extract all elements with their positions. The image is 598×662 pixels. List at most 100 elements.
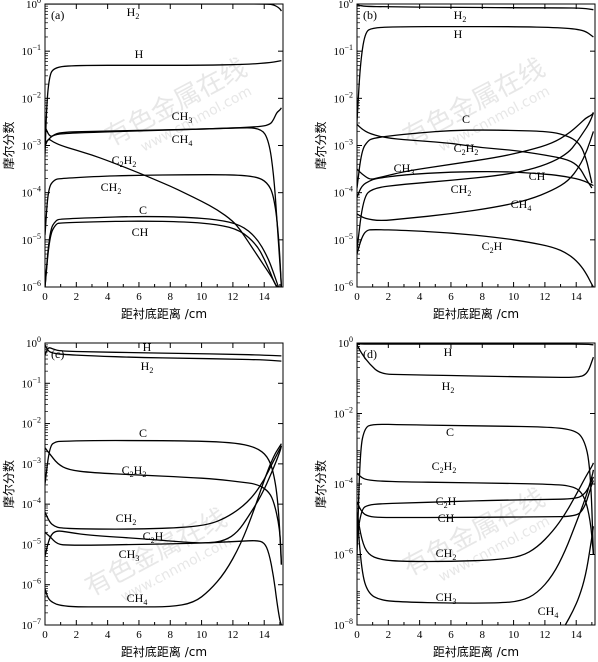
series-line-ch4 <box>45 127 283 287</box>
series-label-ch2: CH2 <box>451 182 472 198</box>
series-label-ch3: CH3 <box>394 161 415 177</box>
x-tick-label: 8 <box>168 291 174 303</box>
series-line-ch4 <box>45 443 282 608</box>
x-tick-label: 0 <box>42 291 48 303</box>
x-tick-label: 4 <box>105 291 111 303</box>
series-label-ch2: CH2 <box>116 511 137 527</box>
x-tick-label: 12 <box>227 629 238 641</box>
y-tick-label: 10−3 <box>21 138 41 153</box>
series-line-h <box>357 343 594 346</box>
series-label-c2h: C2H <box>482 239 503 255</box>
y-axis-label: 摩尔分数 <box>1 121 16 169</box>
y-tick-label: 10−4 <box>333 476 353 491</box>
series-line-ch4 <box>564 526 595 625</box>
y-tick-label: 10−2 <box>21 90 41 105</box>
series-line-c2h <box>357 229 594 287</box>
series-label-h: H <box>454 27 463 41</box>
series-label-ch3: CH3 <box>436 590 457 606</box>
panel-c: 0 2 4 6 8 10 12 14 100 10−1 10−2 10−3 10−4 10−5 10−6 10… <box>1 335 284 659</box>
series-line-ch2 <box>357 112 595 250</box>
series-line-h2 <box>45 344 282 362</box>
panel-label: (d) <box>363 347 377 361</box>
x-tick-label: 6 <box>448 291 454 303</box>
series-line-ch3 <box>357 112 594 180</box>
series-label-ch2: CH2 <box>101 180 122 196</box>
x-tick-label: 10 <box>196 629 208 641</box>
series-label-ch4: CH4 <box>511 197 532 213</box>
x-tick-label: 14 <box>571 291 583 303</box>
x-tick-label: 14 <box>259 629 271 641</box>
series-line-ch <box>357 480 595 519</box>
x-tick-label: 6 <box>136 291 142 303</box>
series-label-ch3: CH3 <box>119 547 140 563</box>
x-tick-label: 10 <box>508 291 520 303</box>
series-label-c2h2: C2H2 <box>122 463 147 479</box>
y-tick-label: 10−1 <box>333 43 353 58</box>
series-label-ch2: CH2 <box>436 546 457 562</box>
y-tick-label: 10−2 <box>333 90 353 105</box>
y-tick-label: 10−4 <box>333 185 353 200</box>
series-line-c2h2 <box>45 138 278 287</box>
series-label-c2h2: C2H2 <box>112 153 137 169</box>
series-line-h2 <box>45 4 282 12</box>
y-tick-label: 10−8 <box>333 617 353 632</box>
panel-d: 0 2 4 6 8 10 12 14 100 10−2 10−4 10−6 10−8 距衬底距离 /cm 摩… <box>313 335 596 659</box>
series-label-c2h: C2H <box>143 529 164 545</box>
y-axis-label: 摩尔分数 <box>313 121 328 169</box>
series-line-c2h2 <box>45 447 283 565</box>
series-line-ch4 <box>357 131 595 222</box>
series-label-ch4: CH4 <box>172 132 193 148</box>
y-tick-label: 10−3 <box>333 138 353 153</box>
x-axis-label: 距衬底距离 /cm <box>433 644 519 659</box>
series-line-c2h <box>357 476 595 538</box>
x-tick-label: 2 <box>386 629 392 641</box>
series-label-ch: CH <box>529 169 546 183</box>
x-tick-label: 0 <box>354 291 360 303</box>
series-line-h <box>357 25 594 122</box>
y-axis-label: 摩尔分数 <box>313 460 328 508</box>
y-tick-label: 10−5 <box>333 232 353 247</box>
x-tick-label: 6 <box>448 629 454 641</box>
series-label-c2h2: C2H2 <box>432 459 457 475</box>
x-tick-label: 6 <box>136 629 142 641</box>
series-label-ch4: CH4 <box>538 604 559 620</box>
y-tick-label: 10−2 <box>333 406 353 421</box>
y-axis-label: 摩尔分数 <box>1 460 16 508</box>
series-line-ch <box>45 220 279 287</box>
x-tick-label: 8 <box>168 629 174 641</box>
x-tick-label: 12 <box>539 629 550 641</box>
series-label-h: H <box>444 345 453 359</box>
x-tick-label: 4 <box>417 629 423 641</box>
series-label-ch4: CH4 <box>127 591 148 607</box>
y-tick-label: 100 <box>26 0 41 11</box>
x-tick-label: 10 <box>196 291 208 303</box>
x-tick-label: 8 <box>480 291 486 303</box>
y-tick-label: 10−2 <box>21 416 41 431</box>
series-line-h2 <box>357 344 595 379</box>
series-line-c <box>357 423 595 555</box>
series-label-h2: H2 <box>454 8 467 24</box>
y-tick-label: 10−6 <box>333 547 353 562</box>
x-tick-label: 0 <box>354 629 360 641</box>
y-tick-label: 10−5 <box>21 536 41 551</box>
series-line-c2h2 <box>357 472 595 555</box>
series-line-h2 <box>357 4 594 11</box>
y-tick-label: 10−6 <box>21 577 41 592</box>
series-label-c2h: C2H <box>436 494 457 510</box>
x-tick-label: 0 <box>42 629 48 641</box>
plot-frame <box>356 342 596 626</box>
series-line-c2h2 <box>357 123 593 189</box>
panel-a: 0 2 4 6 8 10 12 14 100 10−1 10−2 10−3 10−4 10−5 10−6 距衬… <box>1 0 284 321</box>
series-label-c: C <box>462 112 470 126</box>
series-label-h: H <box>135 47 144 61</box>
x-axis-label: 距衬底距离 /cm <box>433 306 519 321</box>
panel-b: 0 2 4 6 8 10 12 14 100 10−1 10−2 10−3 10−4 10−5 10−6 距衬… <box>313 0 596 321</box>
plot-frame <box>356 3 596 288</box>
x-tick-label: 2 <box>386 291 392 303</box>
series-line-ch2 <box>357 462 595 563</box>
series-label-ch3: CH3 <box>172 109 193 125</box>
series-line-ch3 <box>357 469 595 604</box>
x-tick-label: 14 <box>571 629 583 641</box>
x-tick-label: 12 <box>227 291 238 303</box>
x-axis-label: 距衬底距离 /cm <box>121 306 207 321</box>
